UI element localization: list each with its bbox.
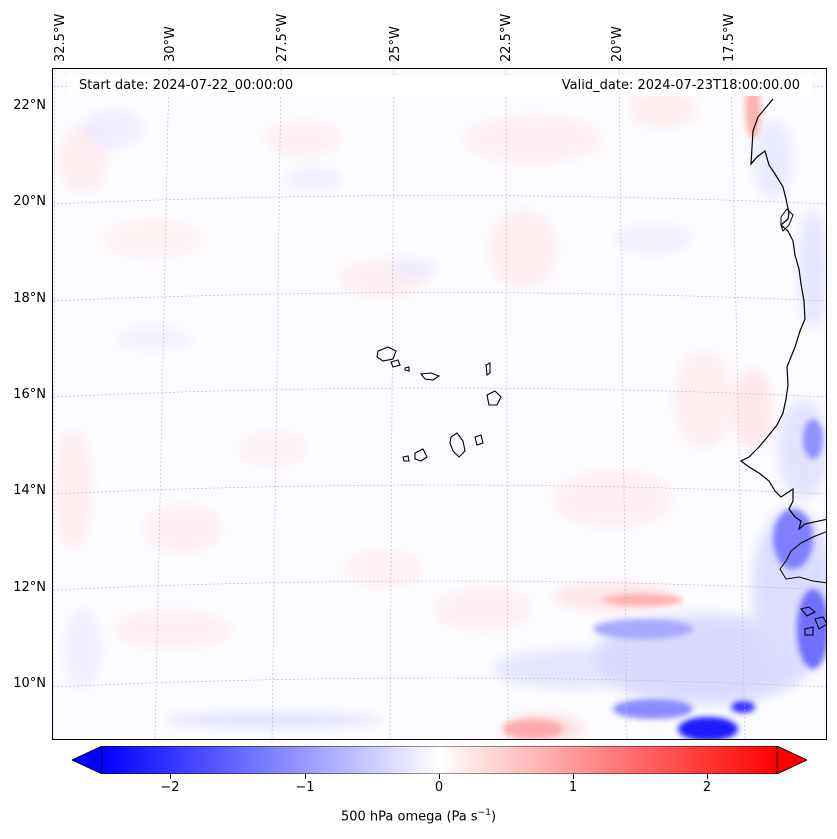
valid-date-text: Valid_date: 2024-07-23T18:00:00.00 <box>561 78 800 93</box>
colorbar-tick-label: 2 <box>702 780 712 795</box>
date-header-box <box>67 75 813 96</box>
sal-island <box>485 362 491 376</box>
start-date-text: Start date: 2024-07-22_00:00:00 <box>79 78 294 93</box>
lon-label-27-5w: 27.5°W <box>275 13 290 62</box>
lon-label-30w: 30°W <box>163 26 178 62</box>
lat-label-22n: 22°N <box>13 98 46 113</box>
lon-label-25w: 25°W <box>388 26 403 62</box>
colorbar-tick-mark <box>573 774 574 779</box>
lat-label-12n: 12°N <box>13 580 46 595</box>
colorbar-extend-max <box>776 745 808 775</box>
african-coastline <box>739 98 826 531</box>
colorbar-tick-mark <box>707 774 708 779</box>
fogo-island <box>414 448 428 462</box>
sao-vicente-island <box>390 359 401 368</box>
colorbar-title-main: 500 hPa omega (Pa s <box>340 809 478 825</box>
omega-positive-patches <box>53 89 773 739</box>
cape-verde-islands <box>376 346 502 462</box>
lon-label-20w: 20°W <box>610 26 625 62</box>
lat-label-14n: 14°N <box>13 483 46 498</box>
colorbar-tick-mark <box>439 774 440 779</box>
boa-vista-island <box>486 390 502 406</box>
sao-nicolau-island <box>419 372 441 381</box>
lat-label-16n: 16°N <box>13 387 46 402</box>
lon-label-17-5w: 17.5°W <box>722 13 737 62</box>
graticule <box>53 69 826 739</box>
lat-label-18n: 18°N <box>13 291 46 306</box>
colorbar-extend-min <box>71 745 103 775</box>
omega-strong-negative-patches <box>593 419 826 739</box>
lat-label-10n: 10°N <box>13 676 46 691</box>
omega-field-map <box>53 69 826 739</box>
colorbar-title-end: ) <box>490 809 497 825</box>
colorbar <box>71 745 808 775</box>
santa-luzia-island <box>404 366 410 372</box>
santo-antao-island <box>376 346 397 362</box>
colorbar-tick-label: 0 <box>434 780 444 795</box>
coastline-northern-inlet <box>780 208 794 232</box>
colorbar-title: 500 hPa omega (Pa s−1) <box>0 808 837 824</box>
brava-island <box>402 455 410 462</box>
lon-label-32-5w: 32.5°W <box>53 13 68 62</box>
coastline-bijagos-islands <box>800 606 826 636</box>
maio-island <box>474 434 484 446</box>
colorbar-tick-label: −1 <box>295 780 315 795</box>
colorbar-tick-label: −2 <box>160 780 180 795</box>
omega-strong-positive-patches <box>503 79 761 739</box>
santiago-island <box>449 432 466 458</box>
colorbar-tick-label: 1 <box>568 780 578 795</box>
colorbar-tick-mark <box>305 774 306 779</box>
colorbar-title-exponent: −1 <box>477 808 491 818</box>
coastline-guinea-bissau <box>779 531 826 584</box>
lat-label-20n: 20°N <box>13 194 46 209</box>
lon-label-22-5w: 22.5°W <box>499 13 514 62</box>
colorbar-tick-mark <box>170 774 171 779</box>
colorbar-gradient <box>101 745 778 775</box>
map-panel: Start date: 2024-07-22_00:00:00 Valid_da… <box>52 68 827 740</box>
